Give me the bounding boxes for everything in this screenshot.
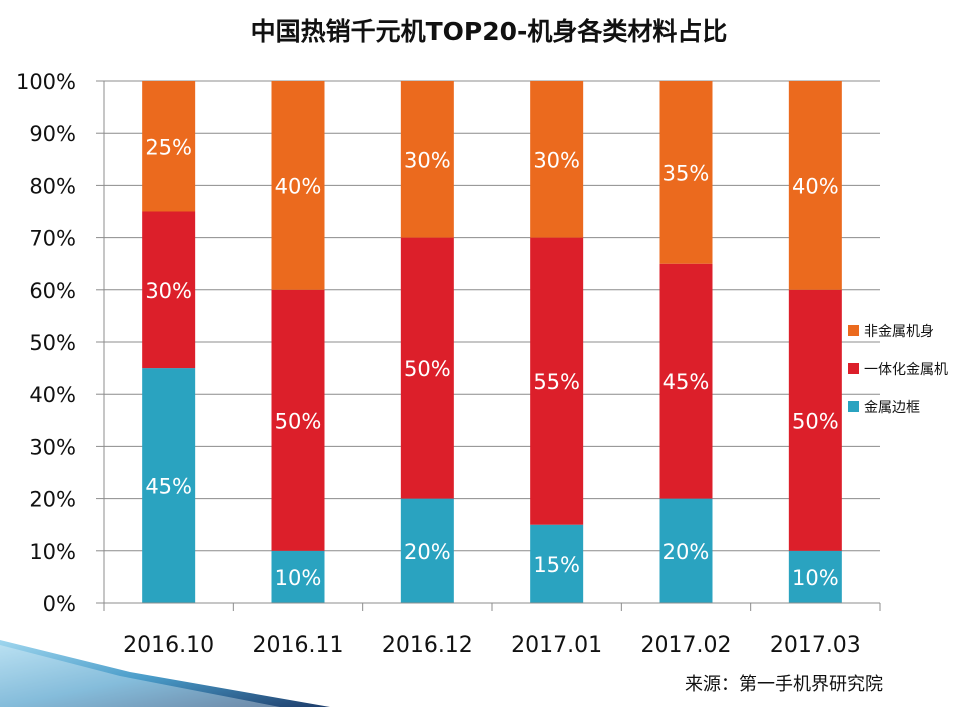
legend-swatch (848, 401, 859, 412)
legend-swatch (848, 363, 859, 374)
x-tick-label: 2017.02 (641, 633, 732, 658)
data-label: 35% (663, 161, 710, 185)
data-label: 20% (404, 540, 451, 564)
bar-segment (788, 550, 842, 603)
data-label: 50% (404, 357, 451, 381)
x-tick-label: 2016.10 (123, 633, 214, 658)
bar-segment (142, 368, 196, 603)
legend-swatch (848, 325, 859, 336)
y-tick-label: 70% (29, 227, 76, 251)
y-tick-label: 40% (29, 383, 76, 407)
y-tick-label: 90% (29, 122, 76, 146)
bar-segment (142, 211, 196, 369)
data-label: 40% (792, 174, 839, 198)
data-label: 50% (275, 409, 322, 433)
bar-segment (659, 81, 713, 264)
bar-segment (659, 498, 713, 603)
data-labels: 45% 30% 25% 10% 50% 40% 20% 50% 30% 15% 55% 30% 20% 4… (145, 135, 838, 590)
bar-segment (400, 81, 454, 238)
y-tick-label: 100% (16, 70, 76, 94)
y-tick-label: 30% (29, 435, 76, 459)
bars (142, 81, 842, 603)
bar-segment (400, 498, 454, 603)
x-tick-label: 2016.12 (382, 633, 473, 658)
y-axis-tick-labels: 0% 10% 20% 30% 40% 50% 60% 70% 80% 90% 100% (16, 70, 76, 616)
data-label: 45% (663, 370, 710, 394)
bar-segment (271, 550, 325, 603)
data-label: 10% (275, 566, 322, 590)
bar-segment (788, 289, 842, 551)
legend-label: 非金属机身 (864, 324, 934, 340)
bar-segment (271, 81, 325, 290)
bar-segment (530, 237, 584, 525)
x-tick-label: 2017.01 (511, 633, 602, 658)
gridlines (96, 80, 880, 604)
data-label: 30% (145, 279, 192, 303)
bar-segment (400, 237, 454, 499)
data-label: 45% (145, 475, 192, 499)
data-label: 50% (792, 409, 839, 433)
bar-segment (142, 81, 196, 212)
decorative-swoosh (0, 640, 330, 707)
data-label: 10% (792, 566, 839, 590)
source-note: 来源：第一手机界研究院 (685, 674, 883, 695)
data-label: 55% (533, 370, 580, 394)
y-tick-label: 20% (29, 488, 76, 512)
y-tick-label: 10% (29, 540, 76, 564)
bar-segment (530, 81, 584, 238)
x-axis: 2016.10 2016.11 2016.12 2017.01 2017.02 2017.… (103, 602, 881, 658)
x-tick-label: 2017.03 (770, 633, 861, 658)
x-tick-label: 2016.11 (253, 633, 344, 658)
data-label: 20% (663, 540, 710, 564)
bar-segment (659, 263, 713, 499)
y-tick-label: 50% (29, 331, 76, 355)
data-label: 30% (533, 148, 580, 172)
y-tick-label: 0% (43, 592, 76, 616)
legend-label: 一体化金属机 (864, 362, 948, 378)
data-label: 30% (404, 148, 451, 172)
data-label: 15% (533, 553, 580, 577)
bar-segment (788, 81, 842, 290)
bar-segment (271, 289, 325, 551)
y-tick-label: 80% (29, 174, 76, 198)
data-label: 40% (275, 174, 322, 198)
y-tick-label: 60% (29, 279, 76, 303)
legend-label: 金属边框 (864, 400, 920, 416)
chart-title: 中国热销千元机TOP20-机身各类材料占比 (250, 17, 728, 46)
bar-segment (530, 524, 584, 603)
data-label: 25% (145, 135, 192, 159)
